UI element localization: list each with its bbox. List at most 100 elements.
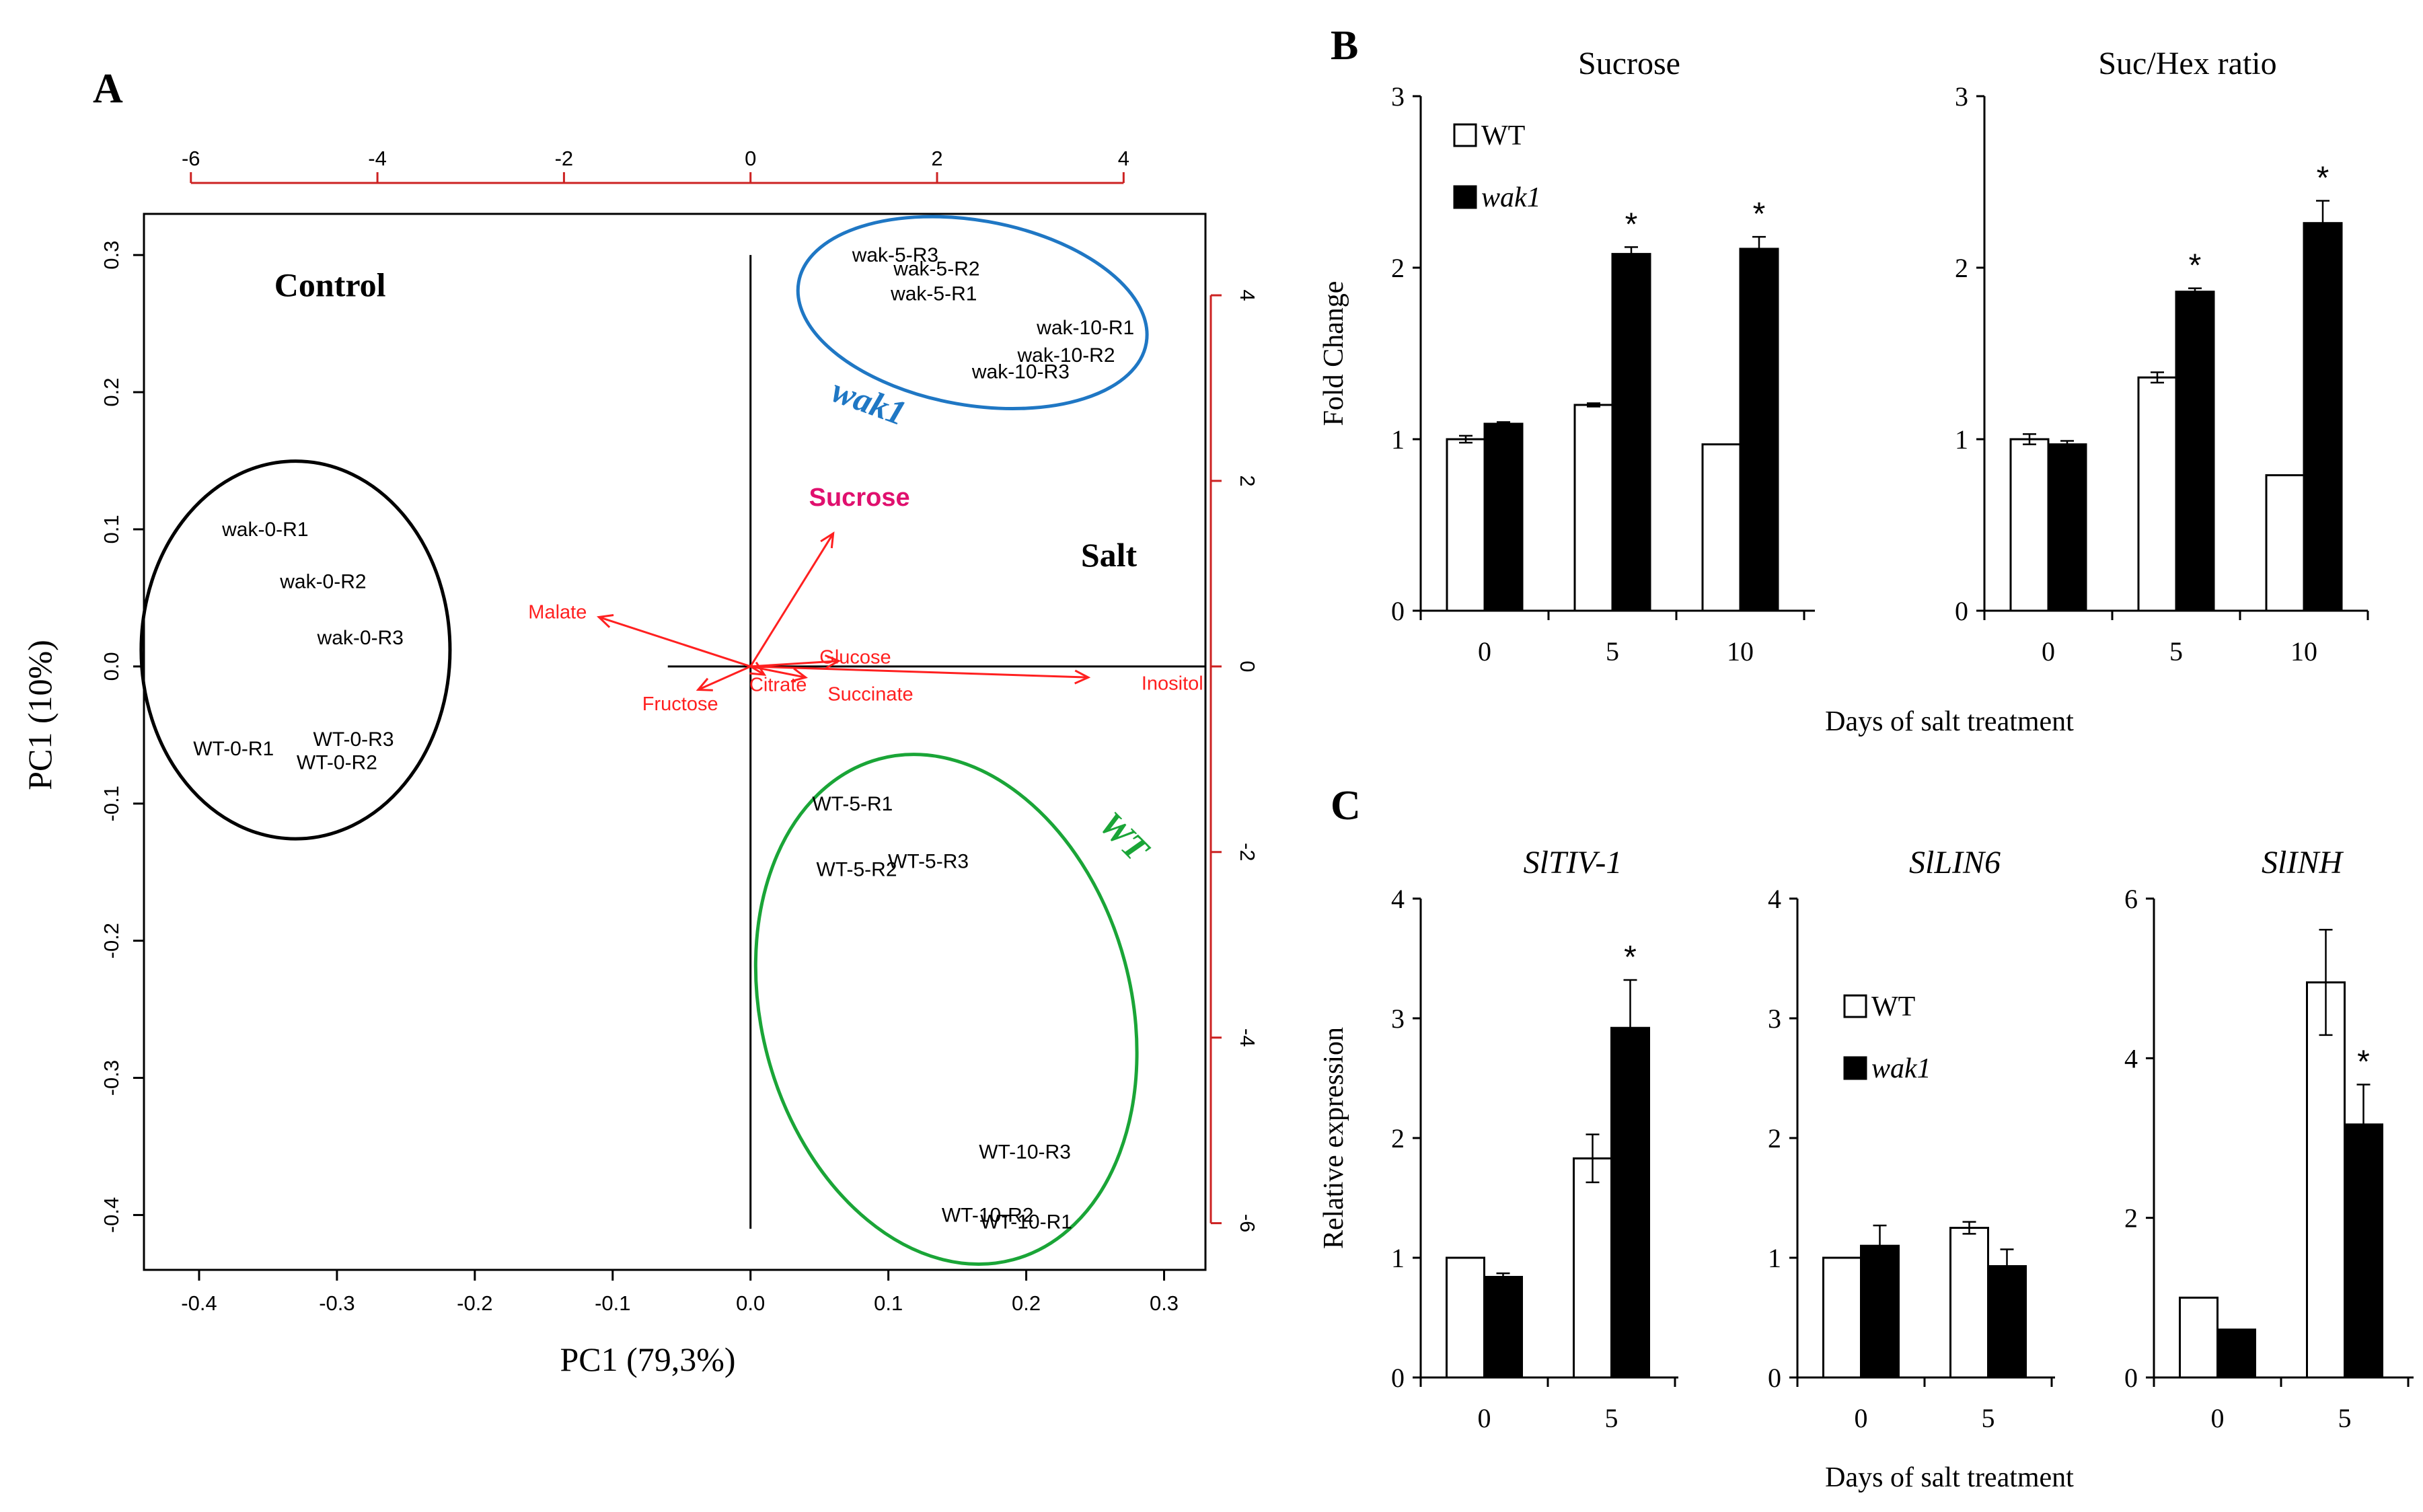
region-label: Salt (1081, 536, 1138, 574)
legend-swatch-wt (1843, 994, 1867, 1018)
bar-wak1 (1611, 253, 1651, 612)
sample-point-label: wak-10-R2 (1016, 344, 1115, 367)
right-tick-label: 0 (1236, 660, 1259, 672)
x-tick-label: 0 (1478, 636, 1491, 667)
group-ellipse-WT (753, 753, 1139, 1266)
y-tick-label: 3 (1391, 81, 1405, 112)
top-tick-label: -2 (555, 147, 574, 170)
chart-title: SlINH (2262, 845, 2344, 880)
significance-asterisk: * (2189, 248, 2202, 284)
right-tick-label: 4 (1236, 289, 1259, 301)
region-label: Control (274, 266, 386, 303)
bar-chart-sllin6: SlLIN6 0 1 2 3 4 0 5 Days of salt treatment WT wak… (1768, 845, 2074, 1493)
x-tick-label: 10 (2290, 636, 2317, 667)
loading-vector (750, 665, 1088, 679)
y-tick-label: 0.2 (100, 378, 123, 407)
y-tick-label: 4 (1391, 884, 1405, 914)
loading-vector-arrowhead (820, 531, 835, 549)
bar-wt (1822, 1256, 1862, 1379)
top-tick-label: -6 (182, 147, 200, 170)
y-tick-label: -0.3 (100, 1060, 123, 1096)
group-ellipse-wak1 (796, 215, 1149, 410)
legend-label: wak1 (1481, 182, 1541, 213)
top-tick-label: 2 (931, 147, 942, 170)
y-tick-label: -0.1 (100, 786, 123, 821)
bar-wt (1573, 1157, 1612, 1379)
top-tick-label: -4 (368, 147, 387, 170)
bar-chart-suc-hex-ratio: Suc/Hex ratio 0 1 2 3 0 * 5 * 10 Days of salt trea… (1825, 46, 2369, 737)
sample-point-label: WT-0-R3 (313, 728, 394, 751)
y-tick-label: -0.4 (100, 1197, 123, 1233)
sample-point-label: wak-5-R2 (893, 258, 979, 280)
legend-swatch-wak1 (1453, 185, 1477, 209)
loading-vector-label: Fructose (642, 693, 718, 715)
sample-point-label: WT-10-R1 (980, 1211, 1072, 1234)
x-tick-label: 5 (1982, 1403, 1995, 1433)
legend-swatch-wak1 (1843, 1056, 1867, 1080)
bar-chart-slinh: SlINH 0 2 4 6 0 * 5 (2124, 845, 2414, 1433)
sample-point-label: wak-0-R3 (317, 627, 404, 649)
pca-biplot: -0.4 -0.3 -0.2 -0.1 0.0 0.1 0.2 0.3 0.3 0.2 0.1 0.0… (21, 147, 1259, 1378)
panel-label-a: A (93, 66, 123, 112)
sample-point-label: WT-10-R3 (979, 1141, 1071, 1164)
panel-label-c: C (1331, 783, 1361, 829)
loading-vector-label: Succinate (827, 684, 913, 706)
sample-point-label: WT-5-R1 (812, 793, 893, 815)
y-tick-label: 2 (1955, 253, 1968, 283)
y-tick-label: 2 (1768, 1123, 1781, 1154)
x-tick-label: 0.0 (736, 1291, 765, 1315)
chart-title: Sucrose (1578, 46, 1680, 81)
y-tick-label: 2 (1391, 253, 1405, 283)
sample-point-label: wak-10-R1 (1036, 317, 1134, 339)
y-tick-label: 0.1 (100, 515, 123, 543)
bar-wt (2009, 438, 2050, 612)
loading-vector-label: Inositol (1142, 673, 1203, 694)
bar-wak1 (2303, 222, 2343, 612)
sample-point-label: wak-0-R2 (279, 570, 366, 593)
x-tick-label: 0 (1478, 1403, 1491, 1433)
bar-wt (1573, 404, 1614, 612)
significance-asterisk: * (2357, 1044, 2370, 1080)
y-axis-title: PC1 (10%) (21, 640, 59, 790)
sample-point-label: wak-10-R3 (971, 361, 1070, 383)
bar-wak1 (1483, 1275, 1523, 1379)
legend-label: WT (1871, 991, 1915, 1022)
y-tick-label: 1 (1391, 424, 1405, 455)
group-ellipse-label: wak1 (827, 371, 911, 433)
y-tick-label: 2 (2124, 1203, 2138, 1234)
x-tick-label: 0 (1855, 1403, 1868, 1433)
bar-wak1 (1860, 1244, 1900, 1379)
loading-vector-arrowhead (597, 614, 614, 628)
bar-wak1 (2047, 443, 2087, 612)
loading-vector-arrowhead (824, 654, 842, 669)
y-tick-label: 1 (1768, 1243, 1781, 1273)
loading-vector (598, 616, 751, 668)
bar-wak1 (1483, 422, 1524, 612)
x-tick-label: 0.1 (874, 1291, 903, 1315)
y-tick-label: 0 (1768, 1363, 1781, 1393)
x-tick-label: 5 (1605, 1403, 1618, 1433)
group-ellipse-control (139, 459, 452, 841)
chart-title: SlTIV-1 (1524, 845, 1623, 880)
x-tick-label: 0 (2042, 636, 2055, 667)
bar-wak1 (2175, 291, 2215, 612)
x-tick-label: 0.3 (1150, 1291, 1179, 1315)
x-tick-label: 0.2 (1012, 1291, 1041, 1315)
x-axis-title: Days of salt treatment (1825, 706, 2074, 737)
y-tick-label: 3 (1768, 1004, 1781, 1034)
loading-vector-label: Malate (528, 601, 587, 623)
sample-point-label: WT-5-R3 (888, 850, 969, 872)
right-tick-label: -4 (1236, 1028, 1259, 1047)
bar-wak1 (1987, 1264, 2027, 1379)
chart-title: SlLIN6 (1909, 845, 2001, 880)
bar-wak1 (2216, 1328, 2256, 1379)
sample-point-label: WT-5-R2 (817, 859, 897, 881)
y-axis-title: Fold Change (1318, 281, 1349, 426)
sample-point-label: WT-0-R1 (193, 738, 274, 760)
y-tick-label: 6 (2124, 884, 2138, 914)
legend-swatch-wt (1453, 123, 1477, 147)
bar-wt (1949, 1227, 1989, 1379)
significance-asterisk: * (1753, 196, 1766, 232)
bar-chart-sltiv1: SlTIV-1 0 1 2 3 4 0 * 5 Relative expression (1318, 845, 1678, 1433)
